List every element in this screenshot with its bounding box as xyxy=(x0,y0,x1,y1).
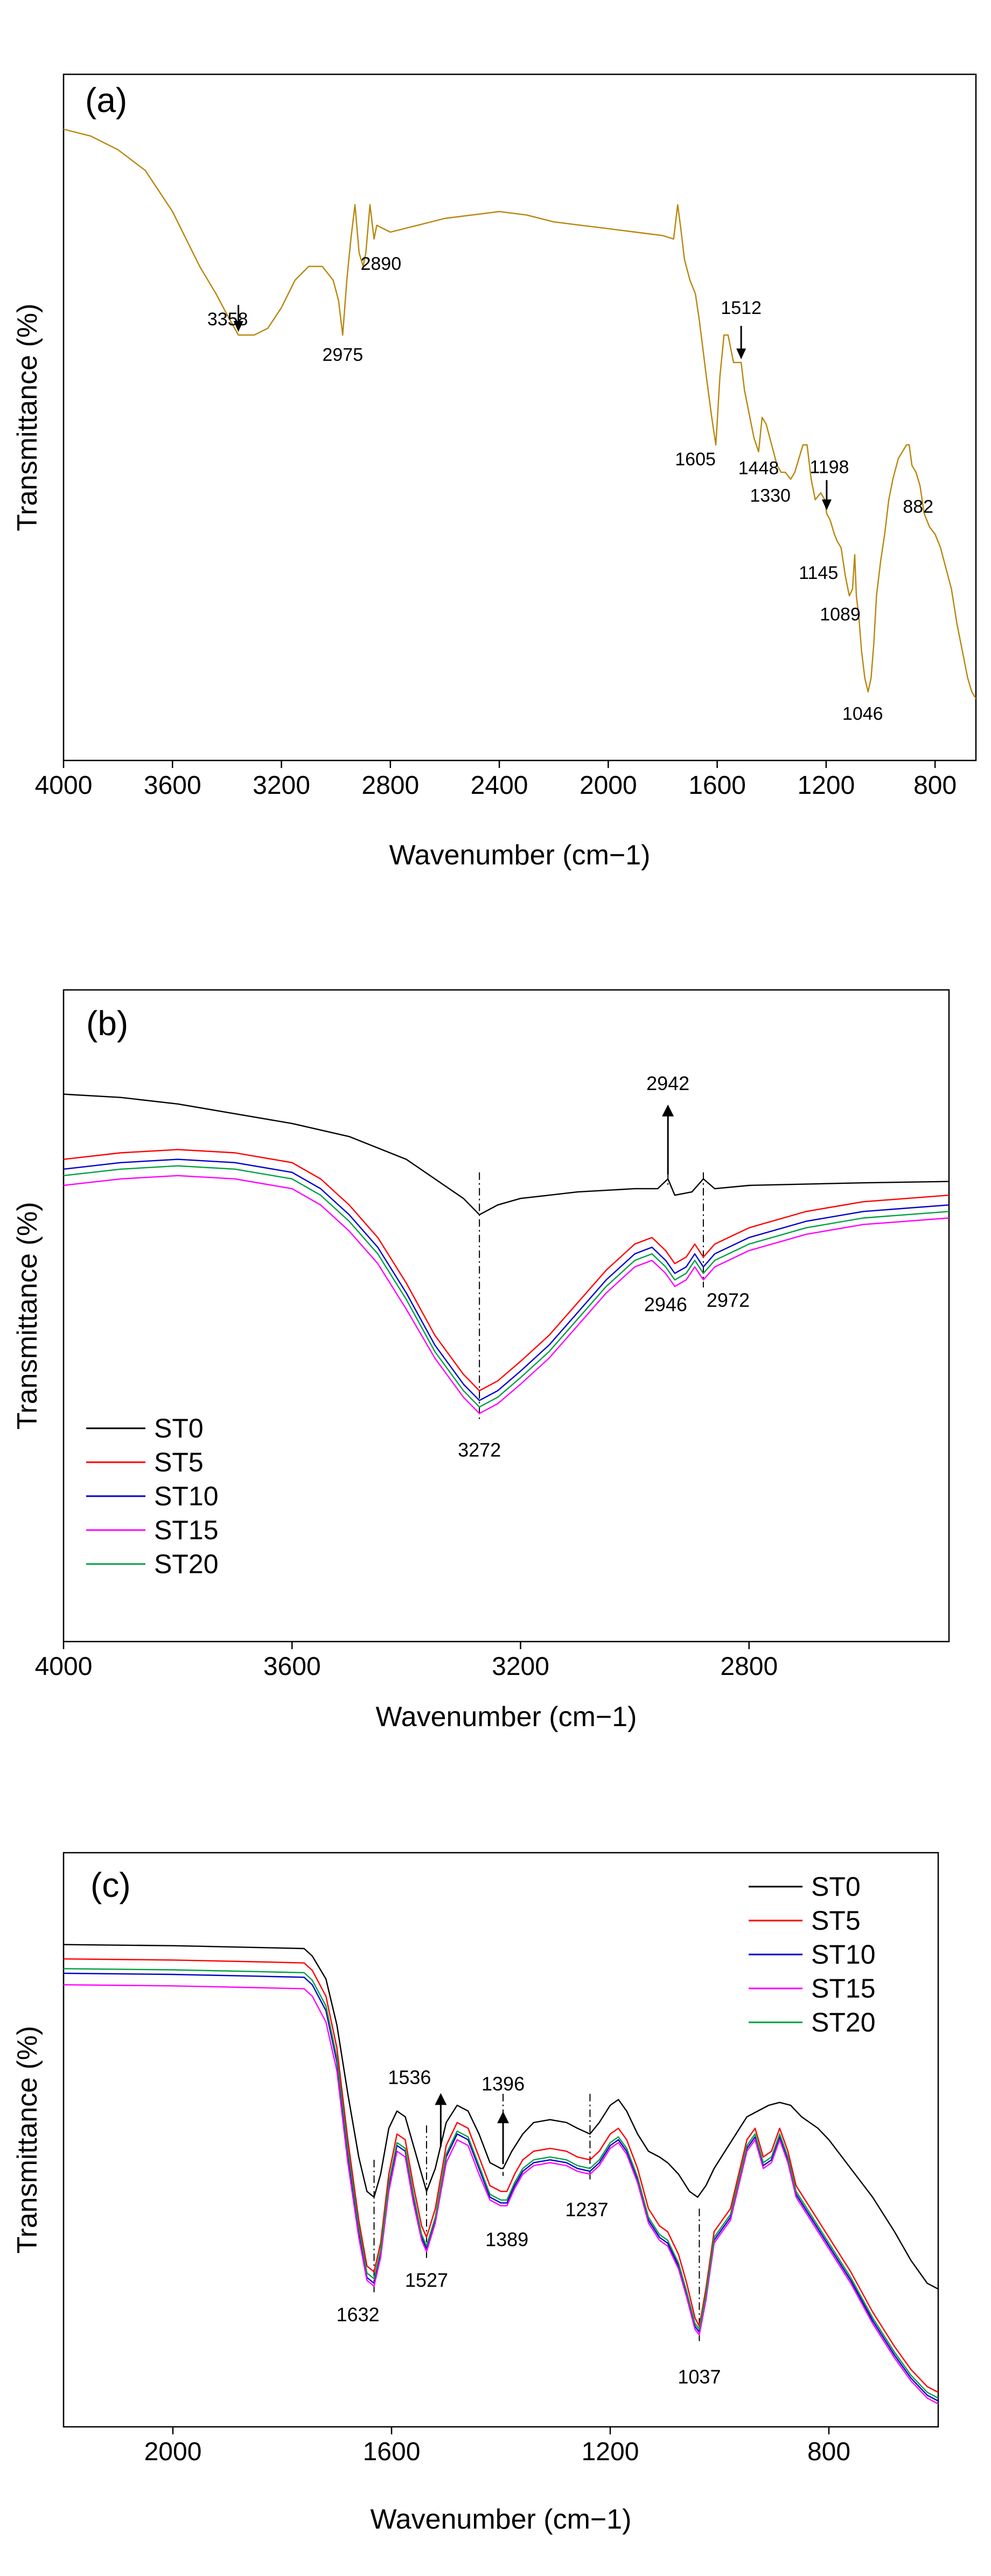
x-tick-label: 4000 xyxy=(35,771,93,800)
peak-label: 3272 xyxy=(458,1439,501,1461)
peak-arrowhead xyxy=(497,2111,510,2124)
legend: ST0 ST5 ST10 ST15 ST20 xyxy=(86,1413,219,1579)
panel-c-chart: 2000 1600 1200 800 Wavenumber (cm−1) Transmit… xyxy=(12,1852,939,2535)
series-line-st0 xyxy=(64,1944,938,2290)
plot-frame xyxy=(62,1852,939,2428)
x-tick-label: 2000 xyxy=(144,2438,202,2466)
plot-frame xyxy=(62,989,950,1643)
series-group xyxy=(64,1944,938,2405)
peak-arrowhead xyxy=(233,321,243,332)
peak-label: 3358 xyxy=(207,309,248,330)
legend-label-st20: ST20 xyxy=(811,2007,876,2037)
series-line-st15 xyxy=(64,1175,949,1414)
panel-a-chart: 4000 3600 3200 2800 2400 2000 1600 1200 800 Waven… xyxy=(12,73,977,871)
x-tick-label: 3600 xyxy=(144,771,201,800)
peak-label: 1512 xyxy=(721,298,762,318)
peak-label: 2975 xyxy=(322,345,363,365)
x-tick-label: 800 xyxy=(807,2438,850,2466)
series-line-st15 xyxy=(64,1984,938,2405)
x-tick-label: 2800 xyxy=(720,1652,778,1681)
peak-label: 1605 xyxy=(675,449,716,470)
x-axis-title: Wavenumber (cm−1) xyxy=(376,1701,637,1733)
x-axis-title: Wavenumber (cm−1) xyxy=(371,2504,632,2535)
legend-label-st10: ST10 xyxy=(154,1481,219,1511)
x-tick-label: 2800 xyxy=(361,771,419,800)
legend-label-st15: ST15 xyxy=(154,1515,219,1545)
legend-label-st10: ST10 xyxy=(811,1939,876,1970)
peak-label: 1089 xyxy=(820,604,861,625)
x-tick-label: 2000 xyxy=(580,771,637,800)
peak-label: 1389 xyxy=(485,2229,528,2251)
peak-label: 1536 xyxy=(388,2066,431,2088)
peak-label: 1145 xyxy=(799,563,838,583)
plot-frame xyxy=(62,73,977,762)
series-line-sample xyxy=(64,128,976,699)
x-axis-title: Wavenumber (cm−1) xyxy=(389,840,651,871)
series-line-st5 xyxy=(64,1149,949,1392)
panel-label: (a) xyxy=(85,81,127,120)
peak-label: 1448 xyxy=(738,458,779,479)
peak-label: 1237 xyxy=(565,2198,608,2221)
series-line-st10 xyxy=(64,1158,949,1401)
y-axis-title: Transmittance (%) xyxy=(12,304,43,532)
peak-arrowhead xyxy=(736,348,746,360)
legend-label-st0: ST0 xyxy=(811,1872,861,1902)
peak-label: 1396 xyxy=(481,2072,525,2095)
x-tick-label: 3200 xyxy=(492,1652,549,1681)
x-tick-label: 4000 xyxy=(35,1652,93,1681)
peak-label: 1037 xyxy=(678,2365,721,2387)
legend-label-st15: ST15 xyxy=(811,1973,876,2003)
peak-label: 2946 xyxy=(644,1293,687,1315)
legend-label-st5: ST5 xyxy=(154,1447,204,1477)
x-tick-label: 1600 xyxy=(363,2438,421,2466)
peak-label: 1632 xyxy=(336,2303,379,2326)
peak-arrowhead xyxy=(662,1104,674,1116)
x-tick-label: 1200 xyxy=(797,771,855,800)
peak-label: 2972 xyxy=(707,1289,750,1311)
panel-label: (c) xyxy=(90,1866,131,1904)
x-tick-label: 3600 xyxy=(263,1652,321,1681)
peak-label: 2942 xyxy=(646,1072,689,1094)
peak-label: 2890 xyxy=(360,254,401,274)
legend-label-st0: ST0 xyxy=(154,1413,204,1443)
panel-b-chart: 4000 3600 3200 2800 Wavenumber (cm−1) Transmi… xyxy=(12,989,950,1733)
series-group xyxy=(64,128,976,699)
legend-label-st20: ST20 xyxy=(154,1549,219,1579)
series-line-st0 xyxy=(64,1093,949,1216)
y-axis-title: Transmittance (%) xyxy=(12,2026,43,2254)
series-line-st10 xyxy=(64,1972,938,2402)
peak-label: 1527 xyxy=(405,2269,448,2291)
legend-label-st5: ST5 xyxy=(811,1905,861,1936)
peak-label: 1046 xyxy=(842,704,883,724)
peak-label: 1198 xyxy=(809,457,849,477)
x-tick-label: 1600 xyxy=(688,771,746,800)
series-group xyxy=(64,1093,949,1414)
y-axis-title: Transmittance (%) xyxy=(12,1202,43,1430)
series-line-st5 xyxy=(64,1958,938,2393)
peak-arrowhead xyxy=(821,499,832,511)
series-line-st20 xyxy=(64,1968,938,2399)
panel-label: (b) xyxy=(86,1004,128,1043)
peak-arrowhead xyxy=(435,2093,447,2105)
x-tick-label: 1200 xyxy=(582,2438,639,2466)
peak-label: 1330 xyxy=(750,486,791,506)
x-tick-label: 800 xyxy=(913,771,957,800)
peak-label: 882 xyxy=(903,497,933,517)
x-tick-label: 2400 xyxy=(471,771,528,800)
series-line-st20 xyxy=(64,1165,949,1408)
x-tick-label: 3200 xyxy=(253,771,310,800)
